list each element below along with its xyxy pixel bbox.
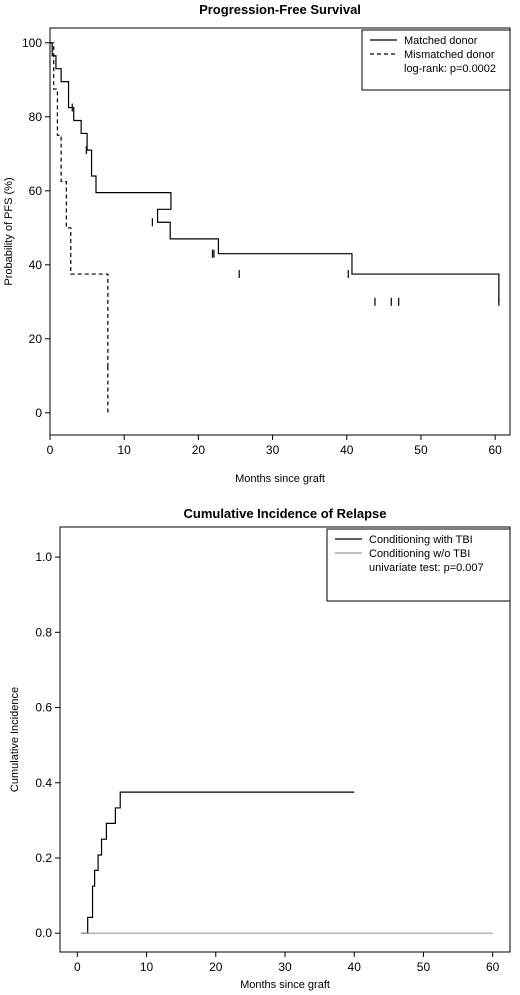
y-tick-label: 0.4 — [35, 776, 52, 790]
y-tick-label: 0.6 — [35, 701, 52, 715]
relapse-chart: Cumulative Incidence of Relapse 0 10 20 30 40… — [0, 500, 520, 995]
y-tick-label: 0 — [35, 406, 42, 420]
series-line-0 — [50, 42, 500, 302]
y-tick-label: 60 — [29, 184, 43, 198]
y-axis-label: Cumulative Incidence — [9, 687, 21, 792]
series-line-1 — [50, 42, 109, 367]
x-tick-label: 10 — [140, 960, 154, 974]
legend-note: univariate test: p=0.007 — [369, 562, 484, 574]
x-tick-label: 20 — [192, 443, 206, 457]
series-line-0 — [82, 791, 355, 934]
pfs-chart-svg: Progression-Free Survival 0 10 20 30 40 50 60 0 2… — [3, 2, 511, 485]
x-tick-label: 60 — [486, 960, 500, 974]
x-tick-label: 10 — [118, 443, 132, 457]
x-tick-label: 30 — [266, 443, 280, 457]
x-tick-label: 40 — [340, 443, 354, 457]
plot-frame — [49, 27, 511, 436]
x-tick-label: 50 — [417, 960, 431, 974]
y-tick-label: 20 — [29, 332, 43, 346]
x-tick-label: 40 — [348, 960, 362, 974]
y-tick-label: 1.0 — [35, 550, 52, 564]
x-tick-label: 50 — [414, 443, 428, 457]
legend-label: Matched donor — [404, 35, 478, 47]
y-tick-label: 0.0 — [35, 926, 52, 940]
y-tick-label: 100 — [22, 36, 42, 50]
legend-label: Conditioning with TBI — [369, 534, 473, 546]
chart-title: Progression-Free Survival — [199, 2, 361, 17]
y-tick-label: 0.8 — [35, 625, 52, 639]
legend-box — [326, 528, 511, 602]
relapse-chart-svg: Cumulative Incidence of Relapse 0 10 20 30 40… — [9, 506, 511, 991]
y-tick-label: 0.2 — [35, 851, 52, 865]
y-axis-label: Probability of PFS (%) — [3, 177, 15, 285]
pfs-chart: Progression-Free Survival 0 10 20 30 40 50 60 0 2… — [0, 0, 520, 495]
legend-label: Conditioning w/o TBI — [369, 548, 470, 560]
x-axis-label: Months since graft — [240, 979, 330, 991]
legend-note: log-rank: p=0.0002 — [404, 63, 496, 75]
y-tick-label: 40 — [29, 258, 43, 272]
x-tick-label: 0 — [74, 960, 81, 974]
y-tick-label: 80 — [29, 110, 43, 124]
x-axis-label: Months since graft — [235, 473, 325, 485]
chart-title: Cumulative Incidence of Relapse — [183, 506, 386, 521]
x-tick-label: 0 — [47, 443, 54, 457]
x-tick-label: 30 — [278, 960, 292, 974]
x-tick-label: 60 — [488, 443, 502, 457]
legend-label: Mismatched donor — [404, 49, 495, 61]
x-tick-label: 20 — [209, 960, 223, 974]
